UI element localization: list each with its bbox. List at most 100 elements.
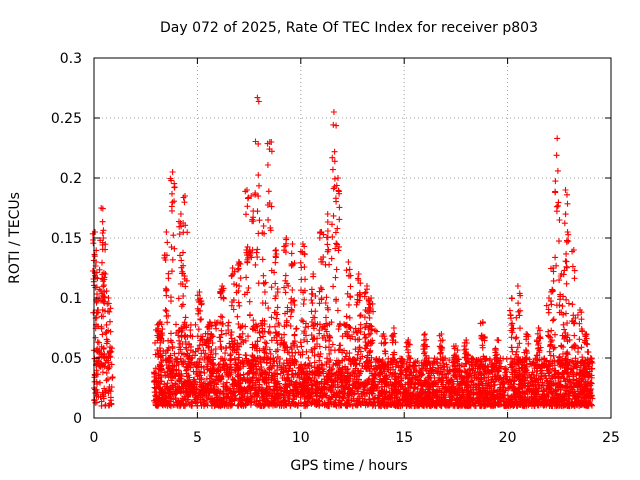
data-point: [262, 395, 269, 402]
data-point: [588, 358, 595, 365]
data-point: [247, 390, 254, 396]
data-point: [255, 140, 262, 147]
data-point: [180, 229, 187, 236]
data-point: [324, 211, 331, 217]
data-point: [302, 370, 309, 377]
data-point: [176, 344, 183, 351]
data-point: [235, 321, 242, 327]
data-point: [390, 333, 397, 340]
data-point: [236, 333, 243, 340]
data-point: [344, 328, 350, 335]
data-point: [586, 364, 593, 370]
data-point: [290, 359, 297, 366]
data-point: [99, 369, 106, 376]
data-point: [308, 297, 315, 303]
data-point: [177, 340, 184, 347]
data-point: [226, 387, 233, 394]
data-point: [348, 361, 355, 368]
data-point: [180, 293, 187, 299]
data-point: [380, 377, 387, 384]
data-point: [227, 351, 234, 358]
data-point: [583, 402, 590, 409]
data-point: [421, 332, 428, 338]
data-point: [288, 295, 295, 302]
data-point: [354, 336, 361, 343]
data-point: [187, 321, 194, 328]
data-point: [326, 321, 333, 328]
data-point: [386, 394, 393, 401]
data-point: [301, 399, 308, 406]
data-point: [297, 339, 304, 346]
data-point: [365, 364, 372, 371]
data-point: [352, 325, 359, 332]
data-point: [347, 272, 354, 279]
data-point: [246, 383, 253, 390]
data-point: [275, 320, 282, 327]
data-point: [342, 366, 349, 373]
data-point: [305, 375, 312, 382]
data-point: [173, 356, 180, 363]
data-point: [283, 317, 290, 324]
data-point: [329, 233, 336, 240]
data-point: [248, 254, 255, 261]
data-point: [230, 306, 237, 313]
data-point: [572, 355, 579, 362]
data-point: [168, 177, 175, 184]
data-point: [197, 307, 204, 314]
data-point: [518, 399, 525, 406]
data-point: [333, 357, 340, 364]
data-point: [234, 372, 241, 379]
data-point: [499, 379, 506, 386]
data-point: [209, 400, 216, 407]
data-point: [286, 365, 293, 372]
data-point: [374, 384, 381, 391]
data-point: [543, 357, 550, 364]
data-point: [425, 355, 432, 362]
data-point: [500, 355, 507, 362]
data-point: [433, 393, 440, 400]
data-point: [575, 388, 581, 395]
data-point: [182, 283, 189, 290]
data-point: [100, 283, 107, 290]
data-point: [109, 374, 116, 381]
data-point: [485, 391, 492, 398]
data-point: [282, 272, 289, 279]
data-point: [523, 401, 530, 407]
data-point: [235, 288, 242, 294]
data-point: [317, 230, 323, 237]
data-point: [100, 297, 107, 304]
data-point: [255, 193, 262, 200]
data-point: [182, 339, 189, 345]
data-point: [418, 398, 425, 405]
data-point: [380, 363, 387, 369]
data-point: [399, 383, 406, 390]
data-point: [228, 272, 235, 279]
data-point: [567, 379, 574, 386]
data-point: [258, 391, 265, 397]
data-point: [291, 338, 298, 345]
data-point: [178, 257, 185, 264]
data-point: [403, 372, 410, 379]
data-point: [389, 361, 396, 368]
data-point: [272, 280, 279, 287]
data-point: [354, 330, 361, 336]
data-point: [92, 229, 98, 235]
data-point: [263, 340, 270, 347]
data-point: [254, 208, 261, 215]
data-point: [376, 402, 383, 409]
data-point: [322, 337, 329, 343]
data-point: [177, 211, 184, 217]
data-point: [330, 283, 337, 290]
data-point: [346, 314, 353, 321]
data-point: [170, 384, 177, 391]
data-point: [220, 320, 226, 327]
data-point: [319, 385, 326, 392]
data-point: [230, 385, 237, 392]
data-point: [561, 402, 568, 409]
data-point: [235, 351, 242, 358]
data-point: [272, 323, 278, 330]
data-point: [531, 401, 537, 408]
data-point: [382, 392, 389, 399]
data-point: [254, 254, 261, 261]
data-point: [305, 323, 312, 330]
